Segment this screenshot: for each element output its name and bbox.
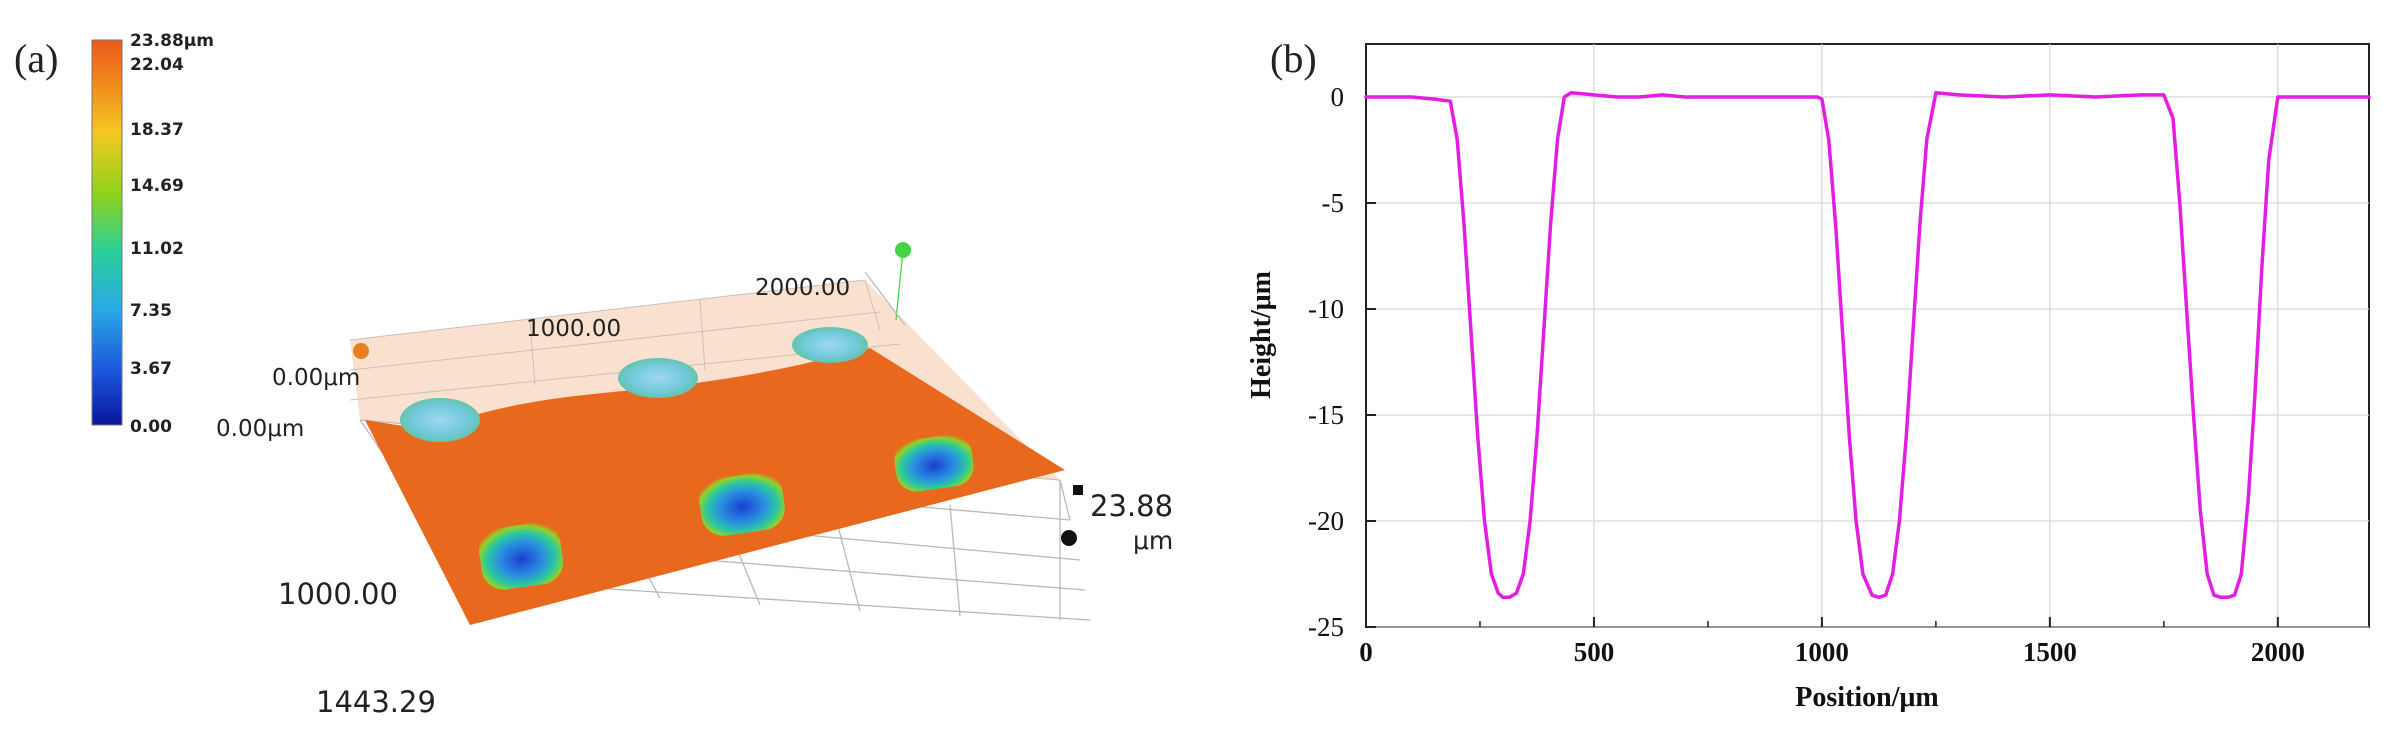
- pit-back-2: [618, 358, 698, 398]
- x-tick-label: 1500: [2023, 637, 2077, 667]
- panel-label-a: (a): [14, 36, 58, 81]
- pit-back-3: [792, 327, 868, 363]
- z-value-label: 23.88: [1090, 489, 1173, 523]
- colorbar-tick: 23.88μm: [130, 31, 214, 51]
- black-square-marker: [1073, 485, 1083, 495]
- x-tick-label: 0: [1359, 637, 1373, 667]
- orange-marker: [353, 343, 369, 359]
- x-tick-label: 2000: [2251, 637, 2305, 667]
- panel-b-profile-chart: 0 500 1000 1500 2000 0 -5 -10 -15 -20 -25 (b) Posi…: [1190, 0, 2383, 729]
- colorbar-ticks: 23.88μm 22.04 18.37 14.69 11.02 7.35 3.6…: [130, 31, 214, 437]
- surface-3d-view: (a) 23.88μm 22.04 18.37 14.69 11.02 7.35…: [14, 31, 1173, 719]
- z-unit-label: μm: [1133, 526, 1173, 555]
- colorbar-tick: 3.67: [130, 359, 172, 379]
- y-tick-label: -25: [1308, 612, 1344, 642]
- y-axis-title: Height/μm: [1246, 271, 1277, 399]
- x-axis-title: Position/μm: [1795, 682, 1938, 713]
- profile-chart: 0 500 1000 1500 2000 0 -5 -10 -15 -20 -25 (b) Posi…: [1246, 36, 2371, 713]
- y-end-label: 1443.29: [316, 685, 436, 719]
- grid: [1366, 44, 2369, 628]
- y-origin-label: 0.00μm: [216, 416, 304, 442]
- colorbar: [91, 39, 123, 426]
- series-layer: [1364, 91, 2371, 600]
- colorbar-tick: 0.00: [130, 417, 172, 437]
- x-mid-label: 1000.00: [526, 316, 621, 342]
- panel-label-b: (b): [1270, 36, 1317, 81]
- ticks: 0 500 1000 1500 2000 0 -5 -10 -15 -20 -25: [1308, 82, 2305, 667]
- series-line-profile: [1364, 91, 2371, 600]
- plot-area: [1365, 43, 2370, 628]
- y-tick-label: -5: [1322, 188, 1345, 218]
- colorbar-tick: 11.02: [130, 239, 184, 259]
- y-tick-label: -15: [1308, 400, 1344, 430]
- colorbar-tick: 18.37: [130, 120, 184, 140]
- y-tick-label: 0: [1331, 82, 1345, 112]
- panel-a-3d-surface: (a) 23.88μm 22.04 18.37 14.69 11.02 7.35…: [0, 0, 1190, 729]
- colorbar-tick: 14.69: [130, 176, 184, 196]
- y-tick-label: -20: [1308, 506, 1344, 536]
- x-tick-label: 500: [1574, 637, 1615, 667]
- x-origin-label: 0.00μm: [272, 365, 360, 391]
- pit-front-2: [699, 472, 785, 536]
- colorbar-tick: 22.04: [130, 55, 184, 75]
- pit-back-1: [400, 398, 480, 442]
- y-mid-label: 1000.00: [278, 577, 398, 611]
- y-tick-label: -10: [1308, 294, 1344, 324]
- x-tick-label: 1000: [1795, 637, 1849, 667]
- pit-front-1: [478, 522, 564, 590]
- pit-front-3: [894, 434, 974, 492]
- x-end-label: 2000.00: [755, 275, 850, 301]
- colorbar-tick: 7.35: [130, 301, 172, 321]
- black-circle-marker: [1061, 530, 1077, 546]
